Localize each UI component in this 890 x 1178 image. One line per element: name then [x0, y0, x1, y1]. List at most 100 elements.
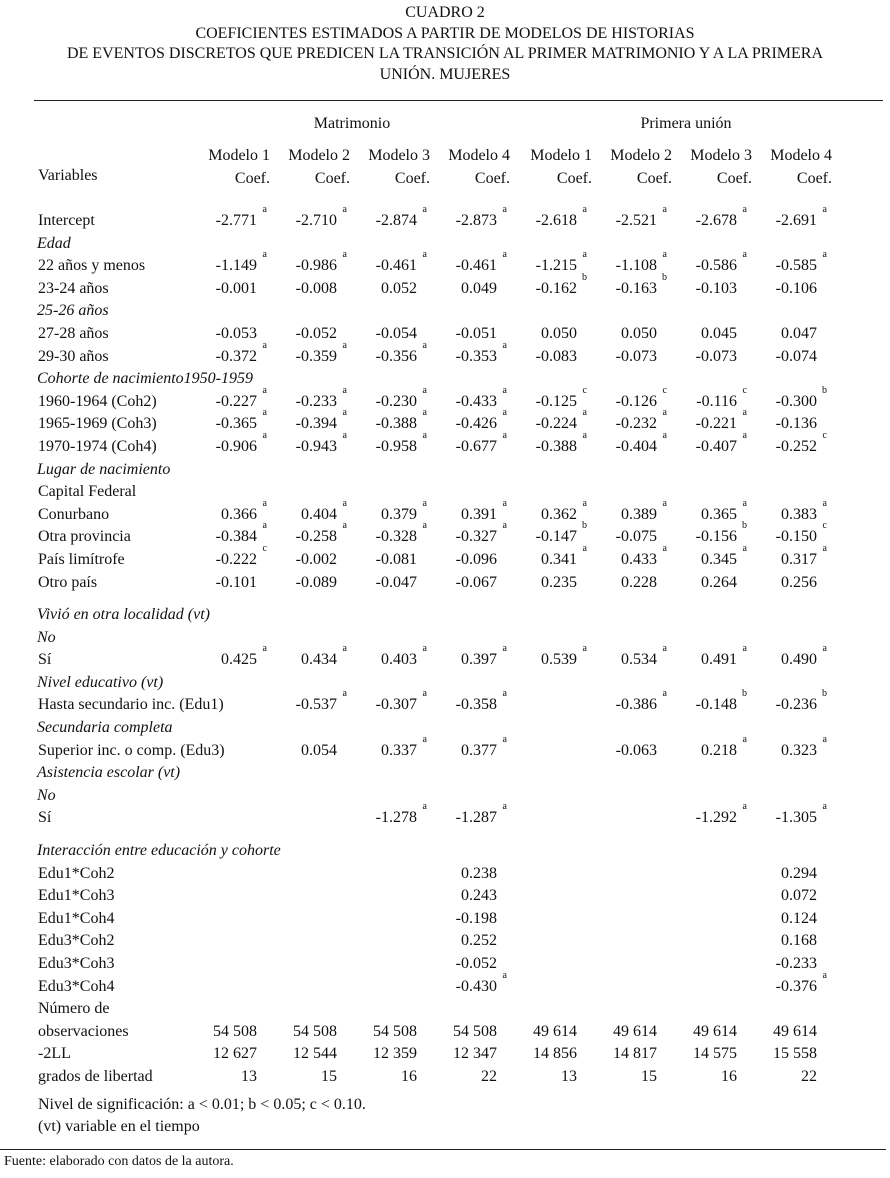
- coef-value: 0.389: [621, 505, 657, 523]
- coef-cell: -0.162 b: [510, 272, 590, 301]
- significance-note: Nivel de significación: a < 0.01; b < 0.…: [38, 1096, 366, 1113]
- coef-value: -0.388: [375, 415, 417, 433]
- coef-value: -0.236: [775, 696, 817, 714]
- coef-value: -0.008: [295, 279, 337, 297]
- coef-cell: 0.124: [750, 908, 830, 931]
- coef-value: 49 614: [533, 1022, 577, 1040]
- coef-value: -0.404: [615, 437, 657, 455]
- row-label: Vivió en otra localidad (vt): [37, 606, 210, 624]
- coef-value: 0.049: [461, 279, 497, 297]
- coef-cell: -0.433 a: [430, 385, 510, 414]
- coef-cell: -1.149 a: [190, 250, 270, 278]
- coef-value: 0.047: [781, 324, 817, 342]
- coef-cell: -1.278 a: [350, 802, 430, 830]
- coef-cell: 0.264: [670, 572, 750, 595]
- coef-value: -0.356: [375, 347, 417, 365]
- row-label: Edad: [37, 234, 71, 252]
- significance-mark: a: [502, 339, 507, 351]
- coef-value: -0.227: [215, 392, 257, 410]
- coef-value: -0.461: [375, 257, 417, 275]
- coef-label: Coef.: [636, 170, 672, 187]
- coef-cell: 12 627: [190, 1043, 270, 1066]
- coef-value: 22: [481, 1067, 497, 1085]
- coef-value: 15: [321, 1067, 337, 1085]
- coef-value: 0.534: [621, 651, 657, 669]
- coef-value: 12 359: [373, 1045, 417, 1063]
- coef-cell: -2.874 a: [350, 205, 430, 233]
- coef-cell: 0.045: [670, 323, 750, 346]
- model-header: Modelo 1 Coef.: [512, 144, 592, 190]
- coef-label: Coef.: [556, 170, 592, 187]
- coef-value: -0.986: [295, 257, 337, 275]
- category-row: Secundaria completa: [0, 717, 890, 740]
- coef-value: -2.710: [295, 212, 337, 229]
- coef-cell: 0.052: [350, 278, 430, 301]
- significance-mark: a: [422, 204, 427, 215]
- coef-cell: 0.341 a: [510, 543, 590, 572]
- significance-mark: a: [422, 407, 427, 419]
- coef-cell: -0.163 b: [590, 272, 670, 301]
- coef-cell: -0.047: [350, 572, 430, 595]
- table-row: Edu1*Coh4 -0.198 0.124: [0, 908, 890, 931]
- coef-value: 14 856: [533, 1045, 577, 1063]
- coef-cell: 49 614: [590, 1021, 670, 1044]
- table-number: CUADRO 2: [405, 4, 485, 21]
- row-label: Edu3*Coh3: [38, 955, 115, 972]
- significance-mark: c: [822, 520, 827, 532]
- significance-mark: a: [342, 249, 347, 261]
- significance-mark: a: [502, 801, 507, 813]
- model-header: Modelo 4 Coef.: [752, 144, 832, 190]
- coef-cell: -0.461 a: [430, 250, 510, 278]
- coef-value: 0.425: [221, 651, 257, 669]
- significance-mark: a: [342, 429, 347, 441]
- category-row: Cohorte de nacimiento1950-1959: [0, 368, 890, 391]
- row-label: Capital Federal: [38, 483, 137, 501]
- coef-value: 13: [241, 1067, 257, 1085]
- coef-value: -0.585: [775, 257, 817, 275]
- coef-cell: 12 347: [430, 1043, 510, 1066]
- coef-value: 0.337: [381, 741, 417, 759]
- significance-mark: a: [422, 497, 427, 509]
- coef-cell: -0.227 a: [190, 385, 270, 414]
- coef-value: 0.404: [301, 505, 337, 523]
- coef-cell: -0.233 a: [270, 385, 350, 414]
- significance-mark: a: [662, 429, 667, 441]
- coef-cell: -0.052: [270, 323, 350, 346]
- model-name: Modelo 3: [690, 147, 752, 164]
- coef-value: -0.300: [775, 392, 817, 410]
- category-row: Asistencia escolar (vt): [0, 762, 890, 785]
- row-label: 1960-1964 (Coh2): [38, 392, 157, 410]
- table-row: Sí 0.425 a 0.434 a 0.403 a 0.397 a 0.539 a 0.534 a 0.…: [0, 644, 890, 672]
- coef-value: -0.388: [535, 437, 577, 455]
- table-row: 1960-1964 (Coh2) -0.227 a -0.233 a -0.230 a -0.…: [0, 385, 890, 414]
- coef-cell: 0.403 a: [350, 644, 430, 672]
- coef-value: -0.054: [375, 324, 417, 342]
- coef-value: 0.228: [621, 573, 657, 591]
- model-name: Modelo 1: [208, 147, 270, 164]
- coef-cell: -0.537 a: [270, 689, 350, 717]
- coef-value: -0.426: [455, 415, 497, 433]
- coef-value: -0.224: [535, 415, 577, 433]
- coef-value: 0.294: [781, 864, 817, 882]
- row-label: Cohorte de nacimiento1950-1959: [37, 370, 253, 388]
- coef-value: 0.256: [781, 573, 817, 591]
- coef-value: -1.215: [535, 257, 577, 275]
- model-name: Modelo 4: [448, 147, 510, 164]
- coef-cell: 0.491 a: [670, 644, 750, 672]
- coef-value: -2.521: [615, 212, 657, 229]
- row-label: Edu3*Coh2: [38, 932, 115, 950]
- coef-value: -0.051: [455, 324, 497, 342]
- table-row: grados de libertad 13 15 16 22 13 15 16 22: [0, 1066, 890, 1089]
- coef-value: -0.394: [295, 415, 337, 433]
- coef-cell: -0.943 a: [270, 430, 350, 459]
- model-name: Modelo 2: [610, 147, 672, 164]
- significance-mark: a: [742, 204, 747, 215]
- significance-mark: a: [502, 520, 507, 532]
- coef-value: 54 508: [213, 1022, 257, 1040]
- row-label: Secundaria completa: [37, 719, 173, 737]
- significance-mark: c: [582, 384, 587, 396]
- coef-value: 0.054: [301, 741, 337, 759]
- coef-label: Coef.: [796, 170, 832, 187]
- coef-label: Coef.: [394, 170, 430, 187]
- coef-cell: -0.300 b: [750, 385, 830, 414]
